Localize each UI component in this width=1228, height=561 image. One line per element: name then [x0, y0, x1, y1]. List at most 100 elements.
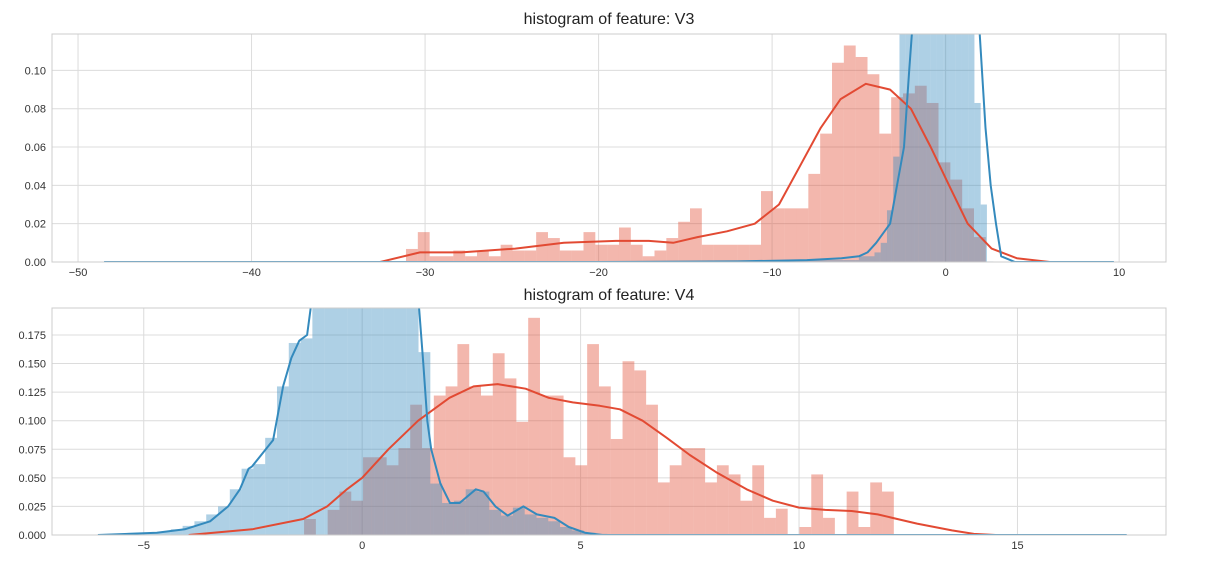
hist-bar — [587, 344, 599, 535]
hist-bar — [811, 474, 823, 535]
hist-bar — [823, 518, 835, 535]
x-tick-label: −5 — [137, 540, 150, 552]
hist-bar — [524, 251, 536, 262]
x-tick-label: −50 — [69, 267, 88, 279]
y-tick-label: 0.00 — [25, 257, 46, 269]
hist-bar — [881, 243, 887, 262]
hist-bar — [956, 0, 962, 262]
hist-bar — [595, 245, 607, 262]
hist-bar — [454, 501, 466, 535]
x-tick-label: 0 — [943, 267, 949, 279]
hist-bar — [312, 284, 324, 535]
hist-bar — [395, 249, 407, 535]
hist-bar — [430, 484, 442, 535]
hist-bar — [360, 249, 372, 535]
hist-bar — [868, 74, 880, 262]
hist-bar — [887, 210, 893, 262]
hist-bar — [253, 464, 265, 535]
hist-bar — [702, 245, 714, 262]
hist-bar — [536, 518, 548, 535]
hist-bar — [924, 0, 930, 262]
y-tick-label: 0.100 — [18, 416, 46, 428]
y-tick-label: 0.10 — [25, 65, 46, 77]
hist-bar — [265, 438, 277, 535]
y-tick-label: 0.175 — [18, 330, 46, 342]
y-tick-label: 0.150 — [18, 359, 46, 371]
hist-bar — [799, 527, 811, 535]
hist-bar — [489, 510, 501, 535]
hist-bar — [949, 0, 955, 262]
hist-bar — [501, 245, 513, 262]
hist-bar — [726, 245, 738, 262]
hist-bar — [882, 492, 894, 535]
hist-bar — [548, 521, 560, 535]
hist-bar — [348, 249, 360, 535]
chart-title: histogram of feature: V3 — [524, 11, 695, 28]
hist-bar — [654, 251, 666, 262]
hist-bar — [690, 208, 702, 262]
hist-bar — [564, 457, 576, 535]
y-tick-label: 0.08 — [25, 104, 46, 116]
hist-bar — [536, 232, 548, 262]
hist-bar — [383, 249, 395, 535]
y-tick-label: 0.02 — [25, 219, 46, 231]
hist-bar — [548, 238, 560, 262]
hist-bar — [874, 252, 880, 262]
hist-bar — [501, 516, 513, 535]
hist-bar — [631, 245, 643, 262]
hist-bar — [797, 208, 809, 262]
x-tick-label: 5 — [578, 540, 584, 552]
hist-bar — [575, 465, 587, 535]
hist-bar — [752, 465, 764, 535]
hist-bar — [525, 514, 537, 535]
hist-bar — [937, 0, 943, 262]
hist-bar — [737, 245, 749, 262]
hist-bar — [583, 232, 595, 262]
hist-bar — [761, 191, 773, 262]
y-tick-label: 0.04 — [25, 180, 46, 192]
chart-title: histogram of feature: V4 — [524, 287, 695, 304]
plot-area — [52, 34, 1166, 262]
hist-bar — [572, 251, 584, 262]
hist-bar — [611, 439, 623, 535]
hist-bar — [968, 0, 974, 262]
y-tick-label: 0.025 — [18, 501, 46, 513]
hist-bar — [705, 482, 717, 535]
hist-bar — [371, 249, 383, 535]
hist-bar — [289, 343, 301, 535]
hist-bar — [912, 0, 918, 262]
hist-bar — [407, 249, 419, 535]
hist-bar — [764, 518, 776, 535]
x-tick-label: 15 — [1011, 540, 1023, 552]
hist-bar — [974, 103, 980, 262]
hist-bar — [623, 361, 635, 535]
hist-bar — [301, 338, 313, 535]
hist-bar — [418, 232, 430, 262]
hist-bar — [540, 396, 552, 535]
hist-bar — [477, 251, 489, 262]
hist-bar — [442, 503, 454, 535]
hist-bar — [670, 465, 682, 535]
hist-bar — [634, 370, 646, 535]
hist-bar — [859, 256, 875, 262]
hist-bar — [336, 249, 348, 535]
hist-bar — [324, 249, 336, 535]
y-tick-label: 0.06 — [25, 142, 46, 154]
hist-bar — [658, 482, 670, 535]
hist-bar — [619, 228, 631, 262]
hist-bar — [682, 448, 694, 535]
hist-bar — [749, 245, 761, 262]
hist-bar — [820, 134, 832, 262]
hist-bar — [858, 527, 870, 535]
hist-bar — [943, 0, 949, 262]
hist-bar — [512, 251, 524, 262]
hist-bar — [832, 63, 844, 262]
x-tick-label: −40 — [242, 267, 261, 279]
hist-bar — [776, 509, 788, 535]
x-tick-label: −10 — [763, 267, 782, 279]
y-tick-label: 0.075 — [18, 444, 46, 456]
hist-bar — [552, 396, 564, 535]
hist-bar — [560, 251, 572, 262]
